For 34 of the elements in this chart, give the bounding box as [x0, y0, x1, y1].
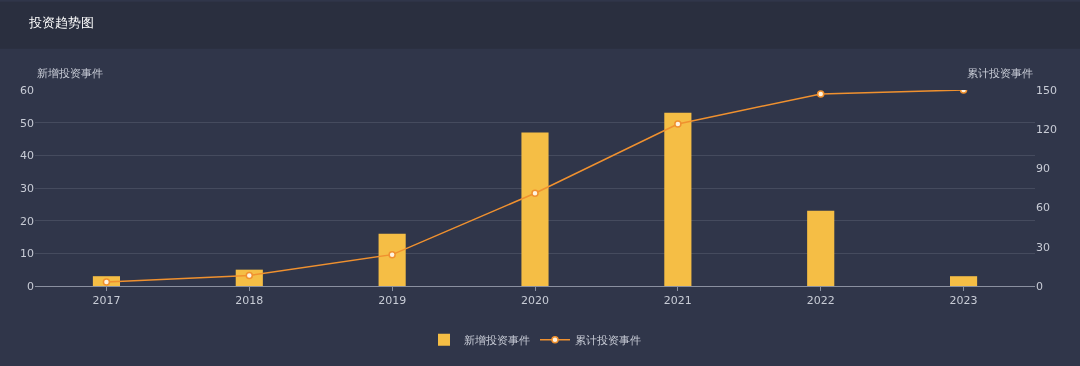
- y-tick-label: 30: [20, 181, 34, 195]
- y2-tick-label: 0: [1036, 279, 1043, 293]
- x-tick-label: 2021: [663, 294, 692, 308]
- x-tick-label: 2022: [806, 294, 835, 308]
- legend-label: 累计投资事件: [575, 333, 641, 347]
- legend-label: 新增投资事件: [464, 333, 530, 347]
- y-tick-label: 60: [20, 83, 34, 97]
- point: [674, 120, 682, 128]
- point: [388, 250, 396, 259]
- y-tick-label: 20: [20, 214, 34, 228]
- chart-title: 投资趋势图: [28, 14, 95, 30]
- bar: [664, 112, 692, 286]
- y2-tick-label: 150: [1036, 83, 1057, 97]
- x-tick-label: 2017: [92, 294, 121, 308]
- x-tick-label: 2018: [235, 294, 264, 308]
- x-tick-label: 2020: [521, 294, 549, 308]
- y-tick-label: 40: [20, 149, 34, 163]
- point: [531, 189, 539, 197]
- y2-axis-title: 累计投资事件: [967, 67, 1033, 80]
- y2-tick-label: 60: [1036, 201, 1050, 215]
- y-axis-title: 新增投资事件: [37, 67, 103, 80]
- point: [816, 90, 825, 98]
- y-tick-label: 50: [20, 116, 34, 130]
- bar: [950, 276, 978, 286]
- y2-tick-label: 30: [1036, 240, 1050, 254]
- y2-tick-label: 90: [1036, 162, 1050, 176]
- bar: [807, 210, 835, 286]
- y2-tick-label: 120: [1036, 123, 1057, 137]
- bar: [378, 233, 406, 286]
- y-tick-label: 10: [20, 247, 34, 261]
- x-tick-label: 2019: [378, 294, 407, 308]
- bar: [521, 132, 549, 286]
- y-tick-label: 0: [27, 279, 34, 293]
- x-tick-label: 2023: [949, 294, 978, 308]
